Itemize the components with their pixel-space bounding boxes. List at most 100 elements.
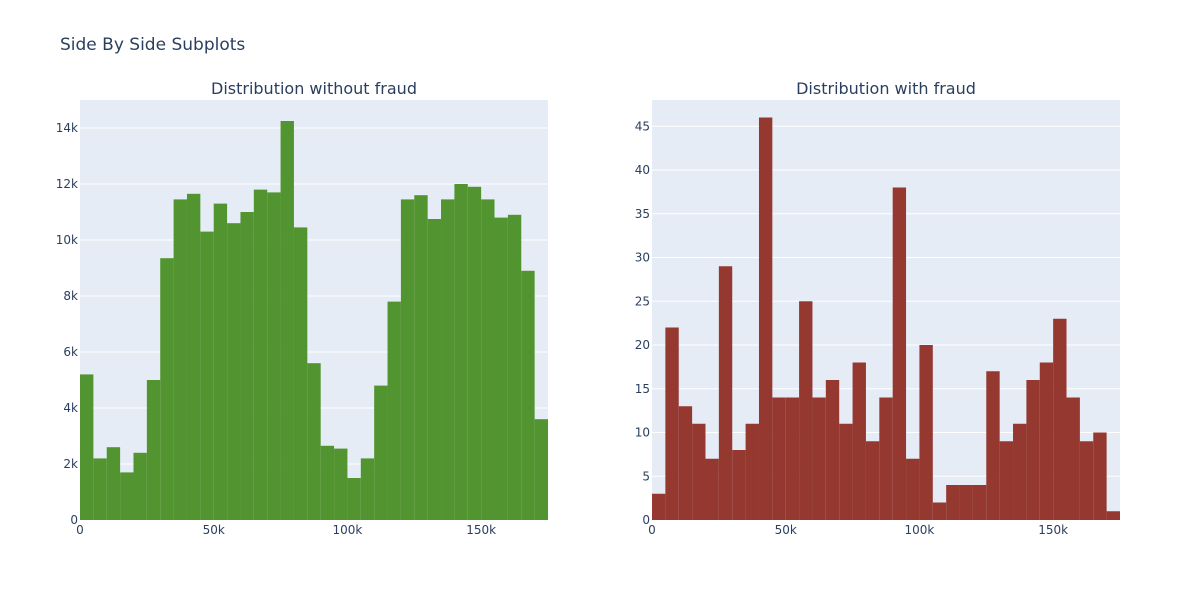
bar-without-fraud[interactable] bbox=[414, 195, 428, 520]
bar-without-fraud[interactable] bbox=[320, 445, 335, 520]
bar-with-fraud[interactable] bbox=[959, 485, 973, 520]
bar-with-fraud[interactable] bbox=[1093, 432, 1107, 521]
bar-with-fraud[interactable] bbox=[986, 371, 1000, 520]
bar-without-fraud[interactable] bbox=[507, 214, 522, 521]
chart-title: Side By Side Subplots bbox=[60, 35, 245, 55]
bar-with-fraud[interactable] bbox=[745, 423, 759, 520]
bar-without-fraud[interactable] bbox=[334, 448, 348, 520]
bar-with-fraud[interactable] bbox=[892, 187, 907, 521]
bar-without-fraud[interactable] bbox=[441, 199, 455, 520]
bar-with-fraud[interactable] bbox=[946, 485, 960, 520]
bar-with-fraud[interactable] bbox=[1026, 380, 1040, 520]
bars-with-fraud bbox=[652, 117, 1120, 521]
bar-without-fraud[interactable] bbox=[173, 199, 187, 520]
bar-without-fraud[interactable] bbox=[213, 203, 228, 520]
bar-with-fraud[interactable] bbox=[785, 397, 800, 521]
bar-with-fraud[interactable] bbox=[999, 441, 1014, 520]
bar-without-fraud[interactable] bbox=[227, 223, 241, 520]
bar-without-fraud[interactable] bbox=[280, 121, 294, 520]
y-tick-label: 35 bbox=[635, 207, 650, 221]
bar-with-fraud[interactable] bbox=[718, 266, 733, 520]
y-tick-label: 15 bbox=[635, 382, 650, 396]
bar-without-fraud[interactable] bbox=[80, 374, 94, 520]
bar-without-fraud[interactable] bbox=[360, 458, 375, 520]
y-ticks-with-fraud: 0 5 10 15 20 25 30 35 40 45 bbox=[635, 119, 650, 527]
x-tick-label: 0 bbox=[76, 523, 84, 537]
y-tick-label: 40 bbox=[635, 163, 650, 177]
bar-with-fraud[interactable] bbox=[852, 362, 866, 521]
bar-with-fraud[interactable] bbox=[1106, 511, 1120, 520]
bar-without-fraud[interactable] bbox=[200, 231, 214, 520]
bar-with-fraud[interactable] bbox=[758, 117, 773, 521]
bar-without-fraud[interactable] bbox=[427, 219, 442, 520]
bar-without-fraud[interactable] bbox=[293, 227, 308, 520]
bar-with-fraud[interactable] bbox=[678, 406, 693, 520]
bar-without-fraud[interactable] bbox=[387, 301, 401, 520]
bar-without-fraud[interactable] bbox=[146, 380, 161, 520]
bar-with-fraud[interactable] bbox=[799, 301, 813, 520]
x-tick-label: 0 bbox=[648, 523, 656, 537]
bar-without-fraud[interactable] bbox=[374, 385, 388, 520]
y-tick-label: 2k bbox=[63, 457, 78, 471]
y-tick-label: 10k bbox=[56, 233, 78, 247]
bar-with-fraud[interactable] bbox=[705, 458, 719, 520]
bar-with-fraud[interactable] bbox=[1079, 441, 1094, 520]
bar-without-fraud[interactable] bbox=[93, 458, 107, 520]
y-tick-label: 12k bbox=[56, 177, 78, 191]
bar-without-fraud[interactable] bbox=[347, 478, 361, 520]
bar-without-fraud[interactable] bbox=[307, 363, 321, 520]
bar-with-fraud[interactable] bbox=[732, 450, 746, 520]
bar-without-fraud[interactable] bbox=[494, 217, 508, 520]
bar-with-fraud[interactable] bbox=[652, 493, 666, 520]
bar-with-fraud[interactable] bbox=[665, 327, 679, 521]
bar-without-fraud[interactable] bbox=[534, 419, 548, 520]
subplot-title-with-fraud: Distribution with fraud bbox=[796, 79, 976, 98]
bar-with-fraud[interactable] bbox=[879, 397, 893, 521]
bar-with-fraud[interactable] bbox=[972, 485, 987, 520]
x-tick-label: 100k bbox=[332, 523, 362, 537]
bar-with-fraud[interactable] bbox=[812, 397, 826, 521]
bar-without-fraud[interactable] bbox=[133, 452, 147, 520]
bar-without-fraud[interactable] bbox=[481, 199, 495, 520]
bar-with-fraud[interactable] bbox=[906, 458, 920, 520]
bar-without-fraud[interactable] bbox=[467, 186, 482, 521]
bar-with-fraud[interactable] bbox=[932, 502, 947, 521]
subplot-with-fraud: 0 5 10 15 20 25 30 35 40 45 0 50k 100k 150k Distribu… bbox=[635, 79, 1120, 537]
bar-with-fraud[interactable] bbox=[825, 380, 840, 520]
x-tick-label: 50k bbox=[775, 523, 797, 537]
bar-with-fraud[interactable] bbox=[772, 397, 786, 521]
bar-with-fraud[interactable] bbox=[692, 423, 706, 520]
bar-without-fraud[interactable] bbox=[253, 189, 268, 520]
bar-with-fraud[interactable] bbox=[1053, 318, 1067, 520]
x-ticks-without-fraud: 0 50k 100k 150k bbox=[76, 523, 496, 537]
bar-without-fraud[interactable] bbox=[120, 472, 134, 520]
bar-without-fraud[interactable] bbox=[240, 212, 254, 520]
y-tick-label: 0 bbox=[70, 513, 78, 527]
bar-with-fraud[interactable] bbox=[839, 423, 853, 520]
y-tick-label: 10 bbox=[635, 426, 650, 440]
bar-without-fraud[interactable] bbox=[160, 258, 174, 520]
x-tick-label: 150k bbox=[1038, 523, 1068, 537]
bar-without-fraud[interactable] bbox=[521, 270, 535, 520]
bar-without-fraud[interactable] bbox=[267, 192, 281, 520]
x-tick-label: 50k bbox=[203, 523, 225, 537]
bar-without-fraud[interactable] bbox=[400, 199, 415, 520]
bar-with-fraud[interactable] bbox=[1013, 423, 1027, 520]
y-tick-label: 25 bbox=[635, 294, 650, 308]
y-tick-label: 4k bbox=[63, 401, 78, 415]
bar-with-fraud[interactable] bbox=[1066, 397, 1080, 521]
x-tick-label: 150k bbox=[466, 523, 496, 537]
bar-without-fraud[interactable] bbox=[454, 184, 468, 520]
bar-with-fraud[interactable] bbox=[1039, 362, 1054, 521]
bar-without-fraud[interactable] bbox=[106, 447, 121, 520]
x-ticks-with-fraud: 0 50k 100k 150k bbox=[648, 523, 1068, 537]
y-tick-label: 30 bbox=[635, 251, 650, 265]
y-tick-label: 0 bbox=[642, 513, 650, 527]
bar-without-fraud[interactable] bbox=[186, 193, 201, 521]
y-ticks-without-fraud: 0 2k 4k 6k 8k 10k 12k 14k bbox=[56, 121, 78, 527]
bar-with-fraud[interactable] bbox=[865, 441, 880, 520]
bar-with-fraud[interactable] bbox=[919, 345, 933, 520]
subplot-without-fraud: 0 2k 4k 6k 8k 10k 12k 14k 0 50k 100k 150k Distribu… bbox=[56, 79, 548, 537]
y-tick-label: 20 bbox=[635, 338, 650, 352]
